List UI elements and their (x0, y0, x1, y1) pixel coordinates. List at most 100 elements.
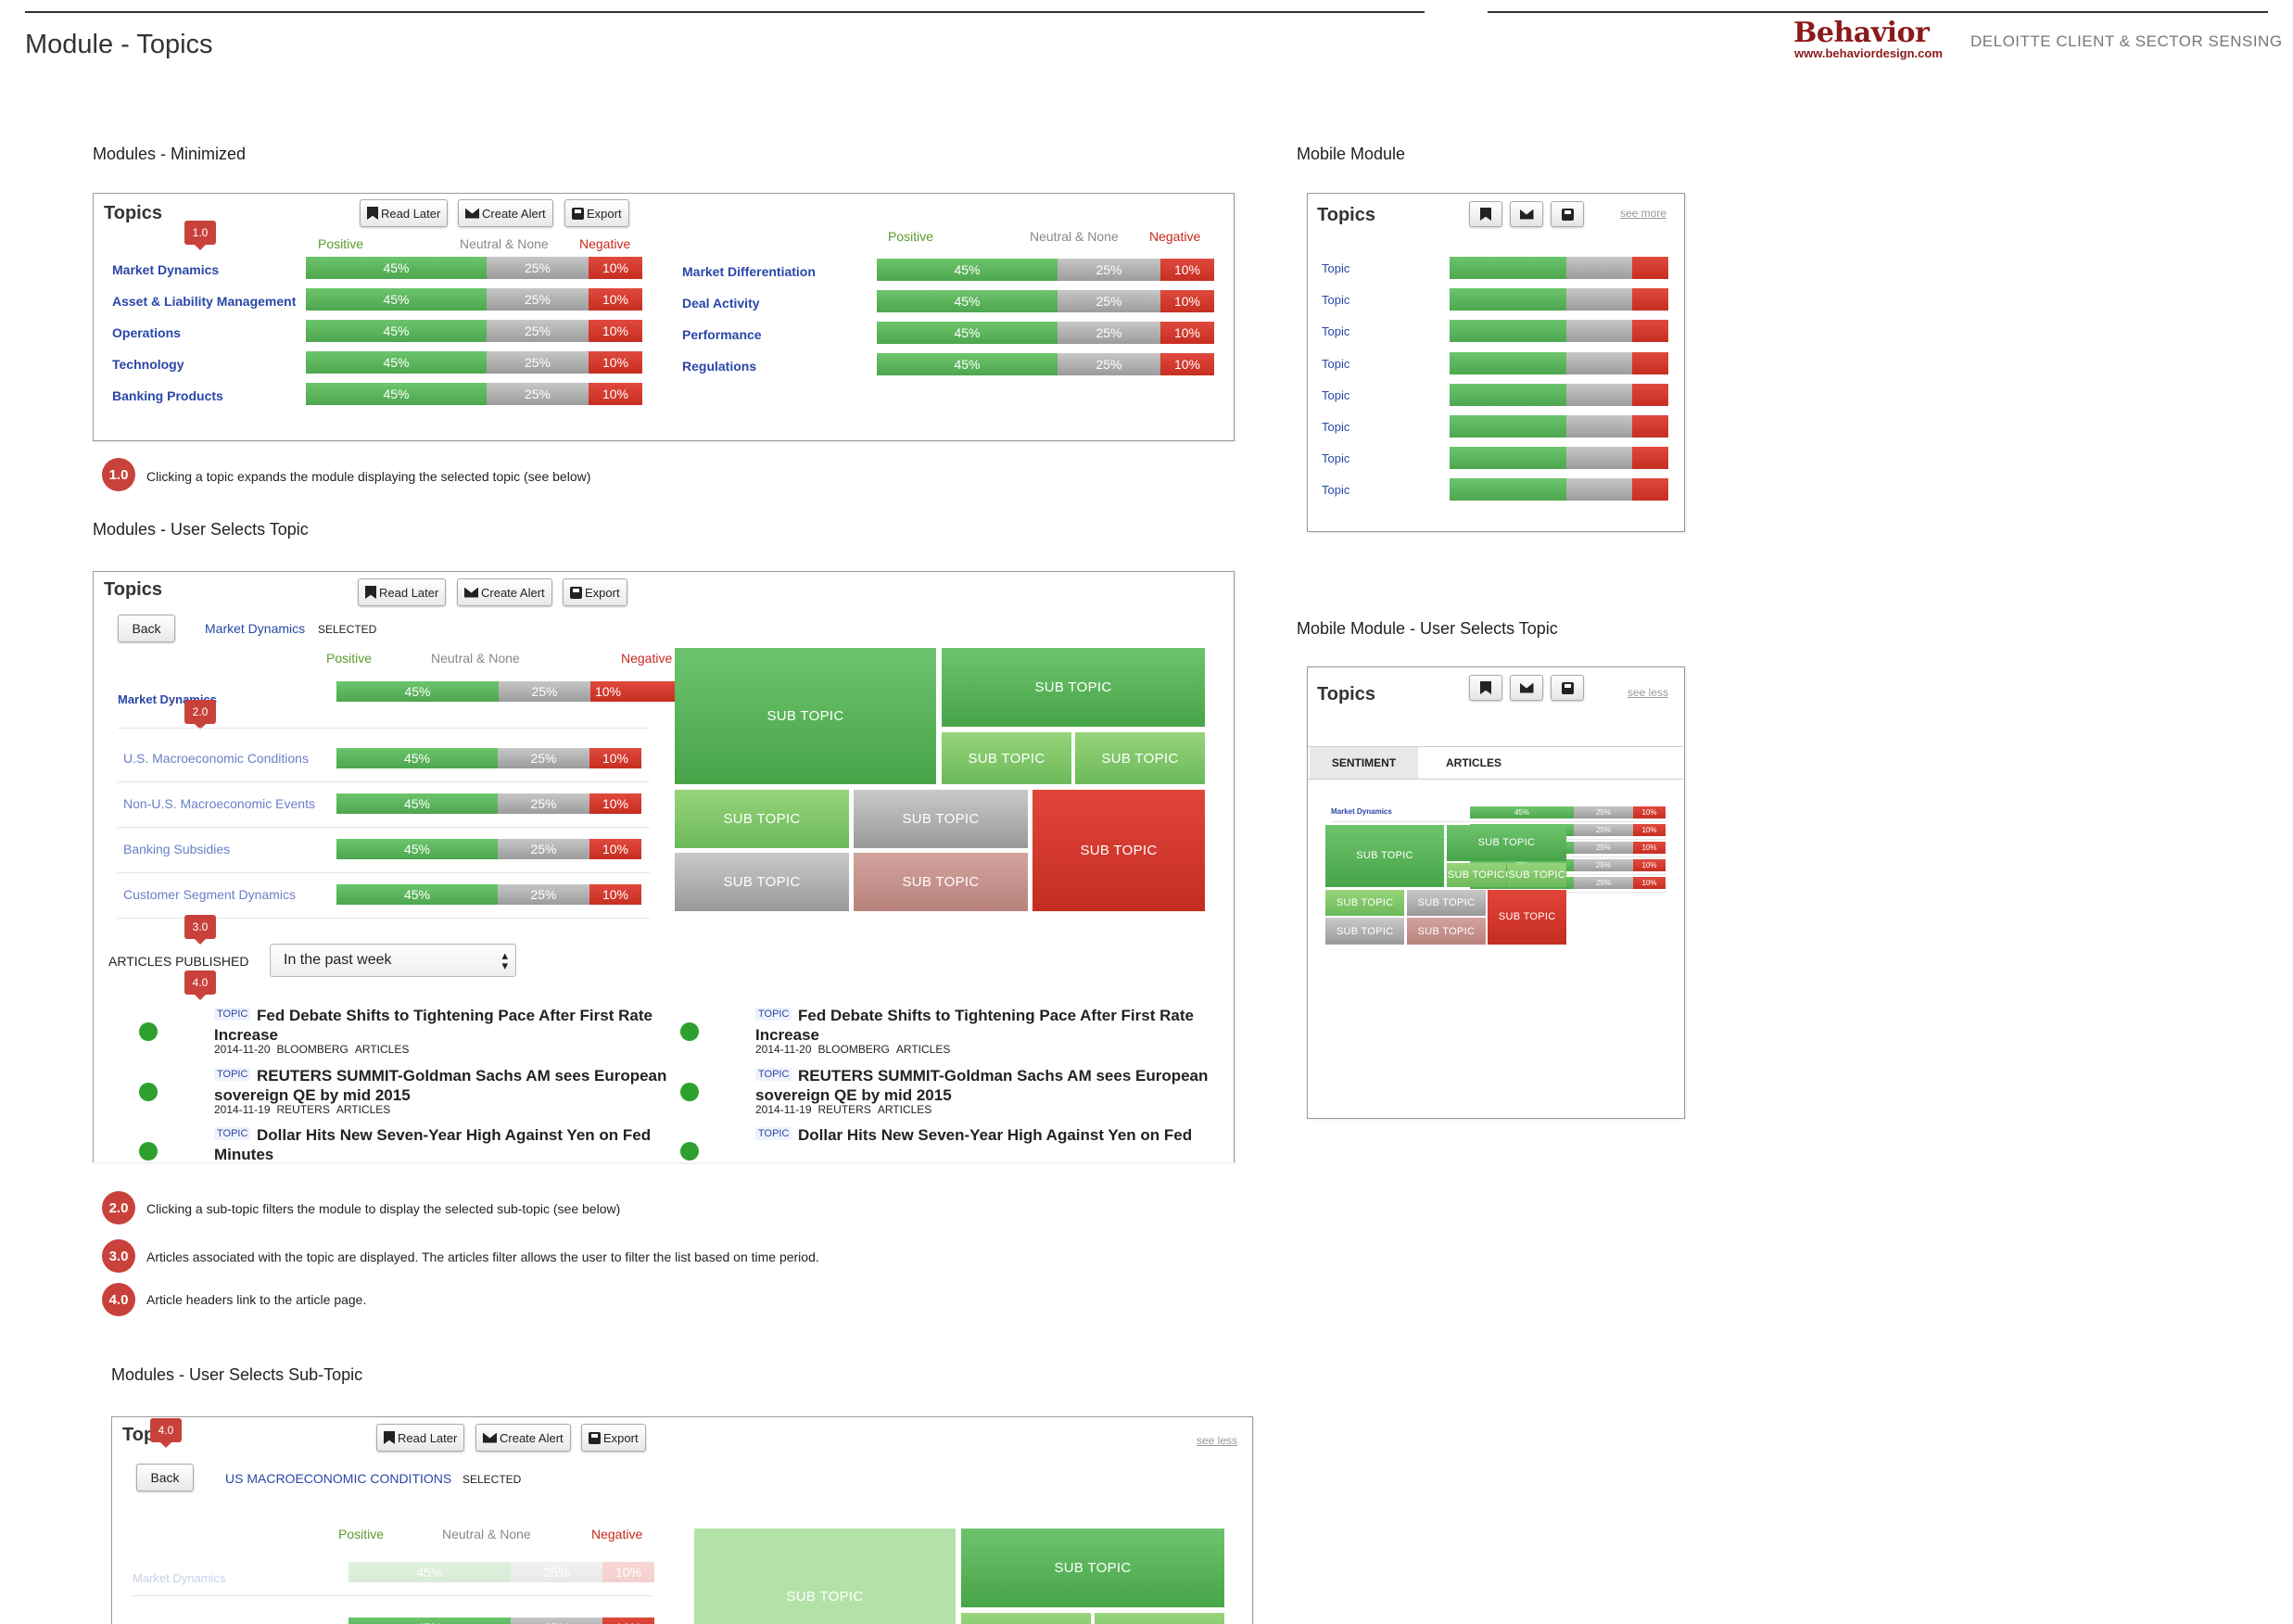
subtopic-tile[interactable]: SUB TOPIC (942, 732, 1071, 784)
sentiment-dot (139, 1022, 158, 1041)
read-later-button[interactable] (1469, 201, 1502, 227)
topic-link[interactable]: Technology (112, 357, 184, 372)
subtopic-link[interactable]: Non-U.S. Macroeconomic Events (123, 796, 315, 811)
topic-link[interactable]: Market Dynamics (112, 262, 220, 277)
subtopic-tile[interactable]: SUB TOPIC (1095, 1613, 1224, 1624)
subtopic-link[interactable]: Banking Subsidies (123, 842, 231, 856)
faded-topic-link[interactable]: Market Dynamics (133, 1571, 226, 1585)
mobile-topics-module: Topics see more Topic Topic Topic Topic Topi… (1307, 193, 1685, 532)
subtopic-tile[interactable]: SUB TOPIC (675, 790, 849, 848)
article-title-link[interactable]: REUTERS SUMMIT-Goldman Sachs AM sees Eur… (755, 1067, 1209, 1104)
selected-topic-link[interactable]: Market Dynamics (205, 621, 306, 636)
topic-link[interactable]: Deal Activity (682, 296, 760, 311)
see-more-link[interactable]: see more (1620, 207, 1667, 220)
note-2: Clicking a sub-topic filters the module … (146, 1201, 621, 1216)
bar-positive: 45% (1470, 806, 1574, 818)
topic-tag: TOPIC (214, 1127, 251, 1140)
subtopic-tile[interactable]: SUB TOPIC (1032, 790, 1205, 911)
article-title-link[interactable]: REUTERS SUMMIT-Goldman Sachs AM sees Eur… (214, 1067, 667, 1104)
read-later-button[interactable]: Read Later (358, 578, 447, 606)
tab-articles[interactable]: ARTICLES (1446, 756, 1501, 769)
read-later-button[interactable]: Read Later (376, 1424, 465, 1452)
subtopic-tile[interactable]: SUB TOPIC (854, 790, 1028, 848)
topic-link[interactable]: Topic (1322, 261, 1350, 275)
export-button[interactable]: Export (581, 1424, 646, 1452)
tab-sentiment[interactable]: SENTIMENT (1310, 747, 1418, 779)
create-alert-button[interactable]: Create Alert (457, 578, 552, 606)
subtopic-tile[interactable]: SUB TOPIC (854, 853, 1028, 911)
subtopic-tile[interactable]: SUB TOPIC (1488, 889, 1566, 945)
bar-positive: 45% (306, 257, 487, 279)
bar-negative: 10% (1633, 842, 1666, 854)
bar-positive: 45% (336, 839, 498, 859)
subtopic-tile[interactable]: SUB TOPIC (961, 1529, 1224, 1607)
topic-link[interactable]: Topic (1322, 324, 1350, 339)
bar-negative: 10% (1633, 824, 1666, 836)
article-source: REUTERS (817, 1103, 871, 1116)
disk-icon (570, 586, 582, 599)
topic-link[interactable]: Banking Products (112, 388, 223, 403)
see-less-link[interactable]: see less (1628, 686, 1669, 699)
bookmark-icon (1480, 208, 1491, 221)
topic-link[interactable]: Market Differentiation (682, 264, 816, 279)
selected-subtopic-link[interactable]: US MACROECONOMIC CONDITIONS (225, 1471, 452, 1486)
create-alert-button[interactable] (1510, 201, 1543, 227)
topic-link[interactable]: Topic (1322, 451, 1350, 466)
bar-positive (1450, 383, 1566, 406)
topic-link[interactable]: Topic (1322, 483, 1350, 498)
create-alert-button[interactable]: Create Alert (475, 1424, 571, 1452)
subtopic-tile[interactable]: SUB TOPIC (1406, 889, 1487, 917)
subtopic-tile[interactable]: SUB TOPIC (942, 648, 1205, 727)
article-title-link[interactable]: Fed Debate Shifts to Tightening Pace Aft… (755, 1007, 1194, 1044)
article-title-link[interactable]: Dollar Hits New Seven-Year High Against … (214, 1126, 652, 1162)
legend-positive: Positive (338, 1527, 385, 1542)
annotation-circle-4: 4.0 (102, 1283, 135, 1316)
bar-negative: 10% (589, 748, 641, 768)
subtopic-tile[interactable]: SUB TOPIC (1406, 918, 1487, 945)
topic-link[interactable]: Topic (1322, 387, 1350, 402)
topic-link[interactable]: Asset & Liability Management (112, 294, 297, 309)
back-button[interactable]: Back (118, 615, 175, 642)
time-filter-select[interactable]: In the past week ▴ ▾ (270, 944, 516, 977)
subtopic-tile[interactable]: SUB TOPIC (961, 1613, 1091, 1624)
subtopic-link[interactable]: U.S. Macroeconomic Conditions (123, 751, 309, 766)
subtopic-tile[interactable]: SUB TOPIC (1325, 825, 1445, 887)
topic-link[interactable]: Topic (1322, 420, 1350, 434)
article-title-link[interactable]: Dollar Hits New Seven-Year High Against … (798, 1126, 1193, 1144)
read-later-label: Read Later (379, 585, 439, 600)
article-title-link[interactable]: Fed Debate Shifts to Tightening Pace Aft… (214, 1007, 652, 1044)
subtopic-tile[interactable]: SUB TOPIC (1446, 825, 1566, 861)
topic-link[interactable]: Topic (1322, 293, 1350, 308)
export-button[interactable]: Export (564, 199, 629, 227)
article-meta: 2014-11-20 BLOOMBERG ARTICLES (214, 1043, 409, 1056)
subtopic-tile[interactable]: SUB TOPIC (1325, 918, 1405, 945)
bar-negative: 10% (589, 288, 642, 311)
back-button[interactable]: Back (136, 1464, 194, 1491)
export-button[interactable]: Export (563, 578, 627, 606)
subtopic-tile[interactable]: SUB TOPIC (1507, 863, 1566, 887)
subtopic-tile[interactable]: SUB TOPIC (1075, 732, 1205, 784)
topic-link[interactable]: Performance (682, 327, 762, 342)
subtopic-tile[interactable]: SUB TOPIC (675, 853, 849, 911)
read-later-button[interactable]: Read Later (360, 199, 449, 227)
export-button[interactable] (1551, 675, 1584, 701)
legend-neutral: Neutral & None (442, 1527, 531, 1542)
article-type: ARTICLES (336, 1103, 391, 1116)
subtopic-tile[interactable]: SUB TOPIC (1446, 863, 1506, 887)
subtopic-tile[interactable]: SUB TOPIC (1325, 889, 1405, 917)
create-alert-button[interactable] (1510, 675, 1543, 701)
export-button[interactable] (1551, 201, 1584, 227)
annotation-circle-2: 2.0 (102, 1191, 135, 1224)
topic-link[interactable]: Regulations (682, 359, 757, 374)
tabs-divider (1308, 779, 1683, 780)
bar-negative: 10% (1160, 322, 1214, 344)
topic-link[interactable]: Topic (1322, 356, 1350, 371)
topic-link[interactable]: Operations (112, 325, 181, 340)
create-alert-button[interactable]: Create Alert (458, 199, 553, 227)
see-less-link[interactable]: see less (1197, 1434, 1238, 1447)
subtopic-link[interactable]: Customer Segment Dynamics (123, 887, 296, 902)
parent-topic-link[interactable]: Market Dynamics (1331, 807, 1392, 816)
subtopic-tile[interactable]: SUB TOPIC (675, 648, 936, 784)
subtopic-tile[interactable]: SUB TOPIC (694, 1529, 956, 1624)
read-later-button[interactable] (1469, 675, 1502, 701)
